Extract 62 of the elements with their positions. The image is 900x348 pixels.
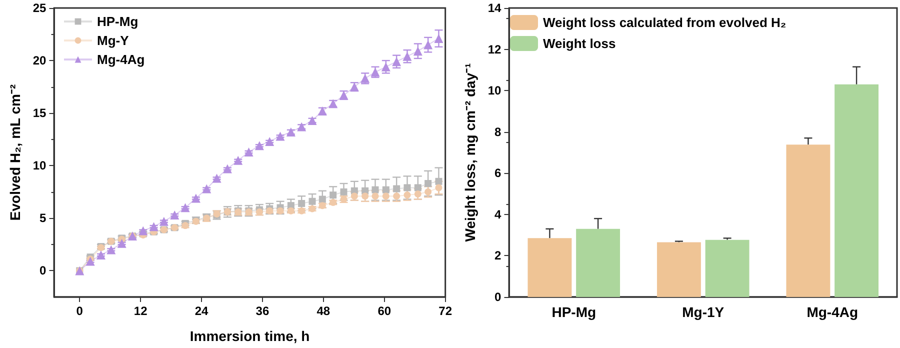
y-tick-label: 25: [32, 1, 47, 15]
bar: [576, 228, 620, 297]
x-tick-label: Mg-4Ag: [806, 304, 858, 320]
point: [159, 216, 168, 226]
x-tick-label: 72: [438, 304, 452, 318]
y-tick-label: 4: [494, 207, 502, 222]
point: [180, 203, 190, 212]
bar: [528, 238, 572, 297]
legend-label: Mg-4Ag: [97, 52, 145, 67]
point: [222, 164, 232, 174]
point: [298, 200, 306, 207]
x-tick-label: 36: [256, 304, 270, 318]
point: [170, 210, 180, 220]
legend-label: Mg-Y: [97, 33, 130, 48]
point: [413, 46, 422, 56]
point: [86, 256, 95, 266]
point: [212, 174, 222, 183]
point: [191, 194, 200, 203]
point: [402, 52, 412, 61]
point: [202, 184, 212, 194]
point: [392, 57, 402, 66]
bar: [705, 240, 750, 297]
bar: [656, 242, 701, 297]
y-tick-label: 8: [494, 124, 502, 139]
x-tick-label: 12: [134, 304, 148, 318]
point: [308, 198, 316, 205]
y-tick-label: 15: [32, 106, 47, 120]
point: [434, 34, 444, 43]
point: [435, 178, 442, 185]
y-tick-label: 10: [32, 158, 47, 173]
point: [424, 40, 433, 50]
y-tick-label: 10: [488, 84, 502, 98]
legend-label: HP-Mg: [97, 14, 138, 29]
y-tick-label: 2: [494, 248, 502, 263]
y-tick-label: 0: [40, 264, 47, 278]
point: [308, 116, 317, 125]
x-tick-label: 60: [378, 304, 392, 318]
bar: [786, 144, 830, 297]
y-tick-label: 0: [494, 290, 502, 304]
x-tick-label: Mg-1Y: [682, 304, 725, 320]
point: [244, 147, 254, 156]
y-axis-title: Weight loss, mg cm⁻² day⁻¹: [462, 62, 478, 242]
y-tick-label: 20: [32, 54, 47, 68]
point: [340, 188, 348, 196]
legend-label: Weight loss: [543, 36, 616, 51]
y-tick-label: 12: [488, 42, 502, 56]
y-axis-title: Evolved H₂, mL cm⁻²: [7, 84, 23, 221]
point: [435, 184, 442, 192]
point: [330, 192, 337, 199]
x-tick-label: 24: [194, 304, 209, 318]
y-tick-label: 6: [494, 166, 502, 180]
bar: [834, 84, 879, 297]
x-tick-label: 48: [316, 304, 330, 318]
x-tick-label: HP-Mg: [552, 304, 596, 320]
x-tick-label: 0: [76, 304, 84, 318]
legend-label: Weight loss calculated from evolved H₂: [543, 15, 786, 30]
point: [381, 62, 390, 72]
x-axis-title: Immersion time, h: [190, 328, 310, 344]
point: [106, 245, 116, 254]
y-tick-label: 5: [40, 211, 47, 226]
point: [234, 156, 243, 165]
y-tick-label: 14: [488, 1, 502, 15]
